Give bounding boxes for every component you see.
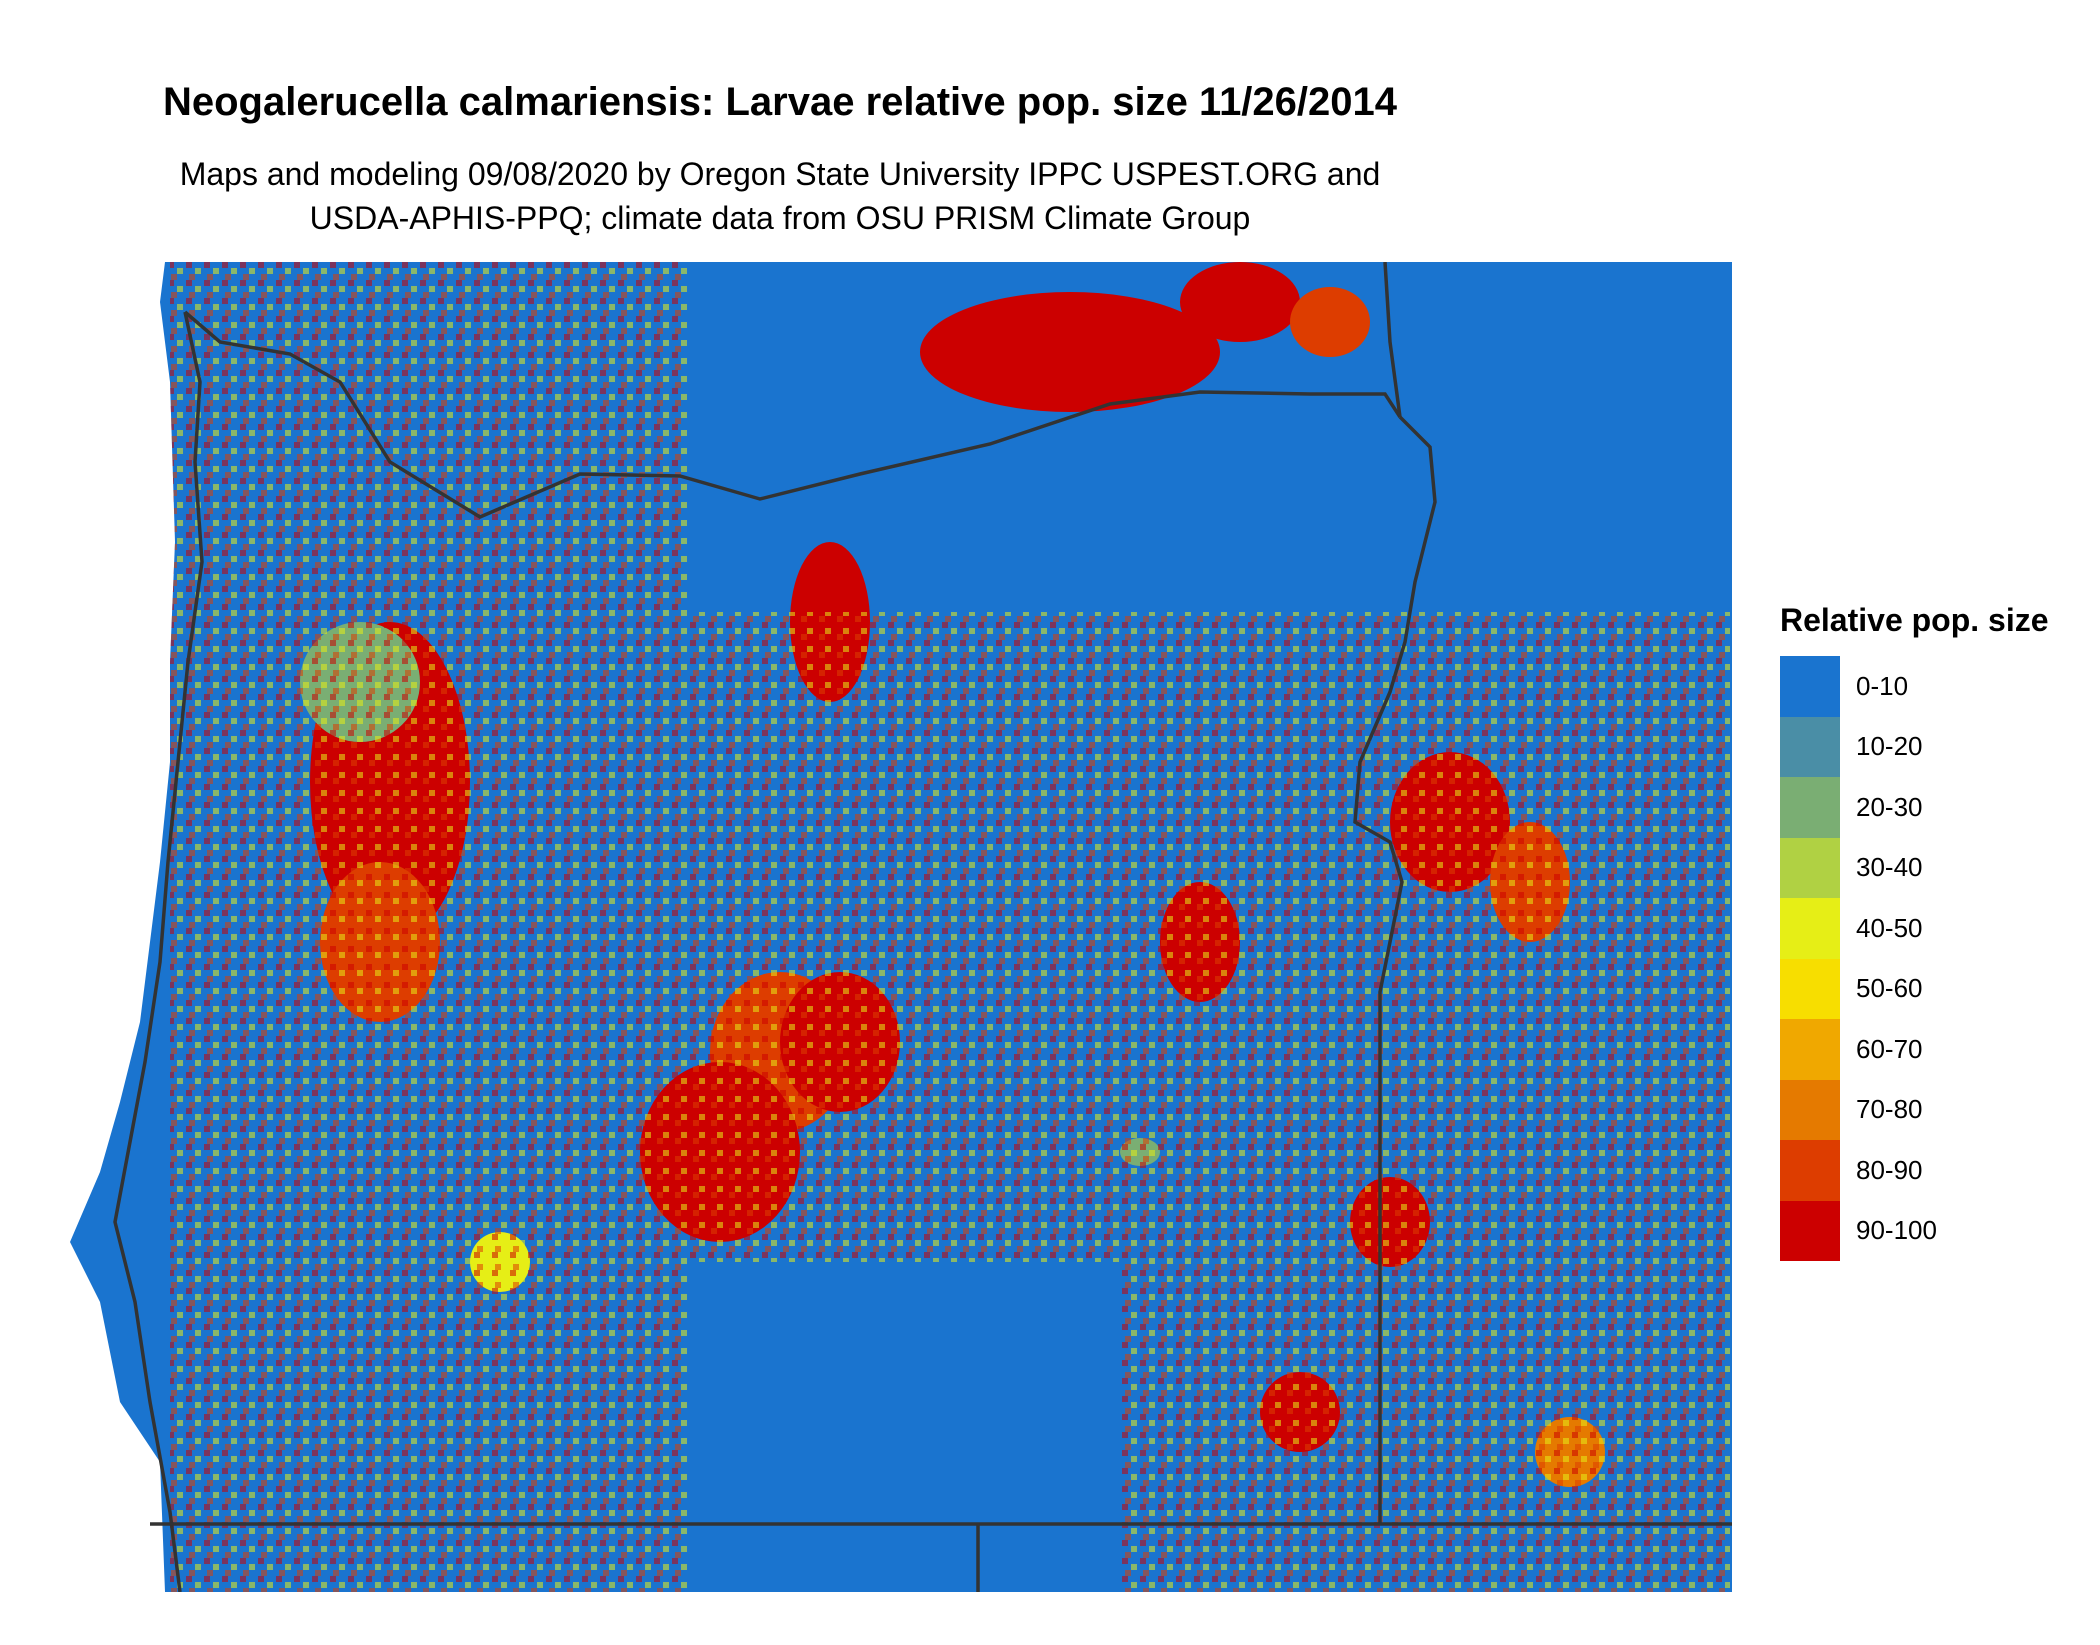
map-title: Neogalerucella calmariensis: Larvae rela… [162, 80, 1398, 124]
hotspot-blob [920, 292, 1220, 412]
legend-item: 80-90 [1780, 1140, 1937, 1201]
subtitle-line-2: USDA-APHIS-PPQ; climate data from OSU PR… [309, 200, 1251, 236]
legend-swatch [1780, 1079, 1840, 1140]
speckle-layer [170, 262, 1730, 1592]
legend-item: 30-40 [1780, 837, 1937, 898]
hotspot-blob [1180, 262, 1300, 342]
legend-label: 90-100 [1856, 1215, 1937, 1246]
legend: 0-10 10-20 20-30 30-40 40-50 50-60 60-70 70-80 8… [1780, 656, 1937, 1261]
legend-label: 50-60 [1856, 973, 1923, 1004]
ne-border [1383, 262, 1402, 418]
legend-item: 10-20 [1780, 716, 1937, 777]
coastline [113, 311, 204, 1592]
state-borders [113, 262, 1732, 1592]
legend-item: 20-30 [1780, 777, 1937, 838]
snake-river-border [1353, 415, 1437, 1524]
legend-item: 60-70 [1780, 1019, 1937, 1080]
subtitle-line-1: Maps and modeling 09/08/2020 by Oregon S… [179, 156, 1381, 192]
legend-item: 40-50 [1780, 898, 1937, 959]
legend-swatch [1780, 1200, 1840, 1261]
legend-item: 0-10 [1780, 656, 1937, 717]
legend-label: 80-90 [1856, 1154, 1923, 1185]
legend-label: 20-30 [1856, 791, 1923, 822]
legend-label: 0-10 [1856, 670, 1909, 701]
legend-swatch [1780, 1140, 1840, 1201]
legend-label: 70-80 [1856, 1094, 1923, 1125]
legend-swatch [1780, 958, 1840, 1019]
legend-label: 10-20 [1856, 731, 1923, 762]
legend-title: Relative pop. size [1780, 602, 2049, 638]
population-map [60, 262, 1732, 1592]
legend-item: 70-80 [1780, 1079, 1937, 1140]
legend-swatch [1780, 656, 1840, 717]
legend-label: 60-70 [1856, 1033, 1923, 1064]
legend-label: 40-50 [1856, 912, 1923, 943]
legend-swatch [1780, 837, 1840, 898]
hotspot-blob [1290, 287, 1370, 357]
legend-swatch [1780, 777, 1840, 838]
legend-swatch [1780, 716, 1840, 777]
legend-label: 30-40 [1856, 852, 1923, 883]
legend-swatch [1780, 898, 1840, 959]
legend-item: 50-60 [1780, 958, 1937, 1019]
legend-swatch [1780, 1019, 1840, 1080]
legend-item: 90-100 [1780, 1200, 1937, 1261]
map-subtitle: Maps and modeling 09/08/2020 by Oregon S… [0, 152, 1560, 240]
columbia-river-border [183, 310, 1402, 519]
